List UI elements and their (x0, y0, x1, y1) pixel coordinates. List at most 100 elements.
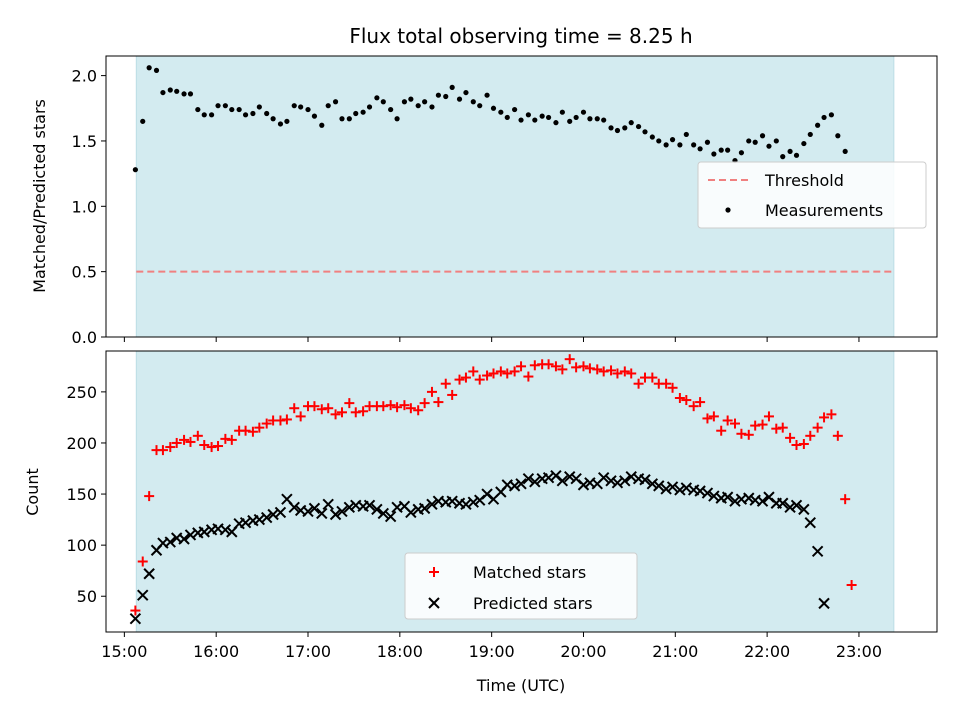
matched-point (743, 429, 754, 440)
matched-point (846, 579, 857, 590)
matched-point (509, 366, 520, 377)
count-panel: 50 100 150 200 250 15:00 16:00 17:00 18:00 19:00 2… (23, 350, 938, 695)
measurement-point (622, 125, 628, 131)
measurement-point (567, 118, 573, 124)
measurement-point (580, 109, 587, 115)
measurement-point (388, 106, 394, 113)
measurement-point (587, 116, 593, 122)
matched-point (179, 434, 190, 445)
measurement-point (167, 87, 173, 93)
measurement-point (463, 89, 469, 96)
matched-point (763, 411, 774, 422)
matched-point (523, 371, 534, 382)
matched-point (392, 402, 403, 413)
measurement-point (683, 131, 689, 138)
measurement-point (346, 116, 352, 122)
matched-point (275, 415, 286, 426)
matched-point (840, 494, 851, 505)
measurement-point (780, 154, 786, 160)
matched-point (584, 363, 595, 374)
y-tick-label: 0.5 (72, 263, 97, 282)
predicted-point (756, 495, 769, 507)
measurement-point (311, 113, 318, 119)
measurement-point (291, 103, 297, 109)
matched-point (144, 491, 155, 502)
measurement-point (691, 142, 697, 148)
y-tick-label: 150 (66, 485, 97, 504)
measurement-point (187, 91, 194, 97)
y-tick-label: 1.0 (72, 197, 97, 216)
matched-point (474, 374, 485, 385)
measurement-point (229, 106, 235, 113)
matched-point (681, 395, 692, 406)
matched-point (777, 422, 788, 433)
matched-point (289, 403, 300, 414)
measurement-point (787, 148, 793, 155)
predicted-point (804, 516, 816, 529)
measurement-point (821, 114, 827, 121)
predicted-point (577, 479, 590, 491)
predicted-point (646, 478, 659, 490)
ratio-legend-box (697, 161, 927, 229)
matched-point (378, 401, 389, 412)
predicted-point (143, 568, 155, 580)
measurement-point (456, 96, 463, 102)
matched-point (199, 440, 210, 451)
measurement-point (628, 120, 634, 126)
predicted-point (653, 480, 665, 492)
matched-point (729, 418, 740, 429)
matched-point (757, 419, 768, 430)
ratio-legend: Threshold Measurements (697, 161, 927, 229)
measurement-point (635, 123, 642, 130)
matched-point (674, 393, 685, 404)
matched-point (619, 366, 630, 377)
ratio-ticks: 0.0 0.5 1.0 1.5 2.0 (72, 67, 860, 347)
measurement-point (498, 109, 504, 115)
measurement-point (132, 167, 138, 173)
measurement-point (559, 109, 565, 115)
measurement-point (490, 105, 497, 111)
matched-point (661, 378, 672, 389)
measurement-point (656, 138, 662, 144)
matched-point (564, 354, 575, 365)
predicted-point (260, 511, 273, 524)
measurement-point (380, 99, 386, 105)
predicted-point (721, 491, 734, 503)
matched-point (130, 605, 141, 616)
measurement-point (512, 106, 518, 113)
predicted-point (674, 484, 686, 496)
predicted-point (639, 474, 651, 486)
matched-point (137, 556, 148, 567)
measurement-point (443, 93, 449, 100)
y-tick-label: 2.0 (72, 67, 97, 86)
matched-point (702, 413, 713, 424)
predicted-point (522, 473, 535, 485)
measurement-point (608, 125, 614, 131)
measurement-point (504, 114, 510, 121)
matched-point (385, 400, 396, 411)
predicted-point (529, 476, 541, 488)
predicted-point (405, 506, 417, 519)
count-legend-box (404, 552, 638, 620)
predicted-point (515, 478, 527, 490)
matched-point (688, 401, 699, 412)
matched-point (344, 398, 355, 409)
matched-point (805, 430, 816, 441)
matched-point (832, 430, 843, 441)
matched-point (708, 411, 719, 422)
measurement-point (181, 91, 187, 97)
measurement-point (298, 104, 304, 110)
matched-point (240, 425, 251, 436)
matched-point (247, 426, 258, 437)
ratio-marks (132, 65, 848, 173)
matched-point (647, 372, 658, 383)
matched-point (358, 406, 369, 417)
measurement-point (759, 133, 766, 139)
measurement-point (677, 142, 683, 148)
predicted-point (605, 475, 617, 487)
matched-point (220, 433, 231, 444)
matched-point (426, 386, 437, 397)
measurement-point (284, 118, 290, 124)
measurement-point (222, 103, 228, 109)
